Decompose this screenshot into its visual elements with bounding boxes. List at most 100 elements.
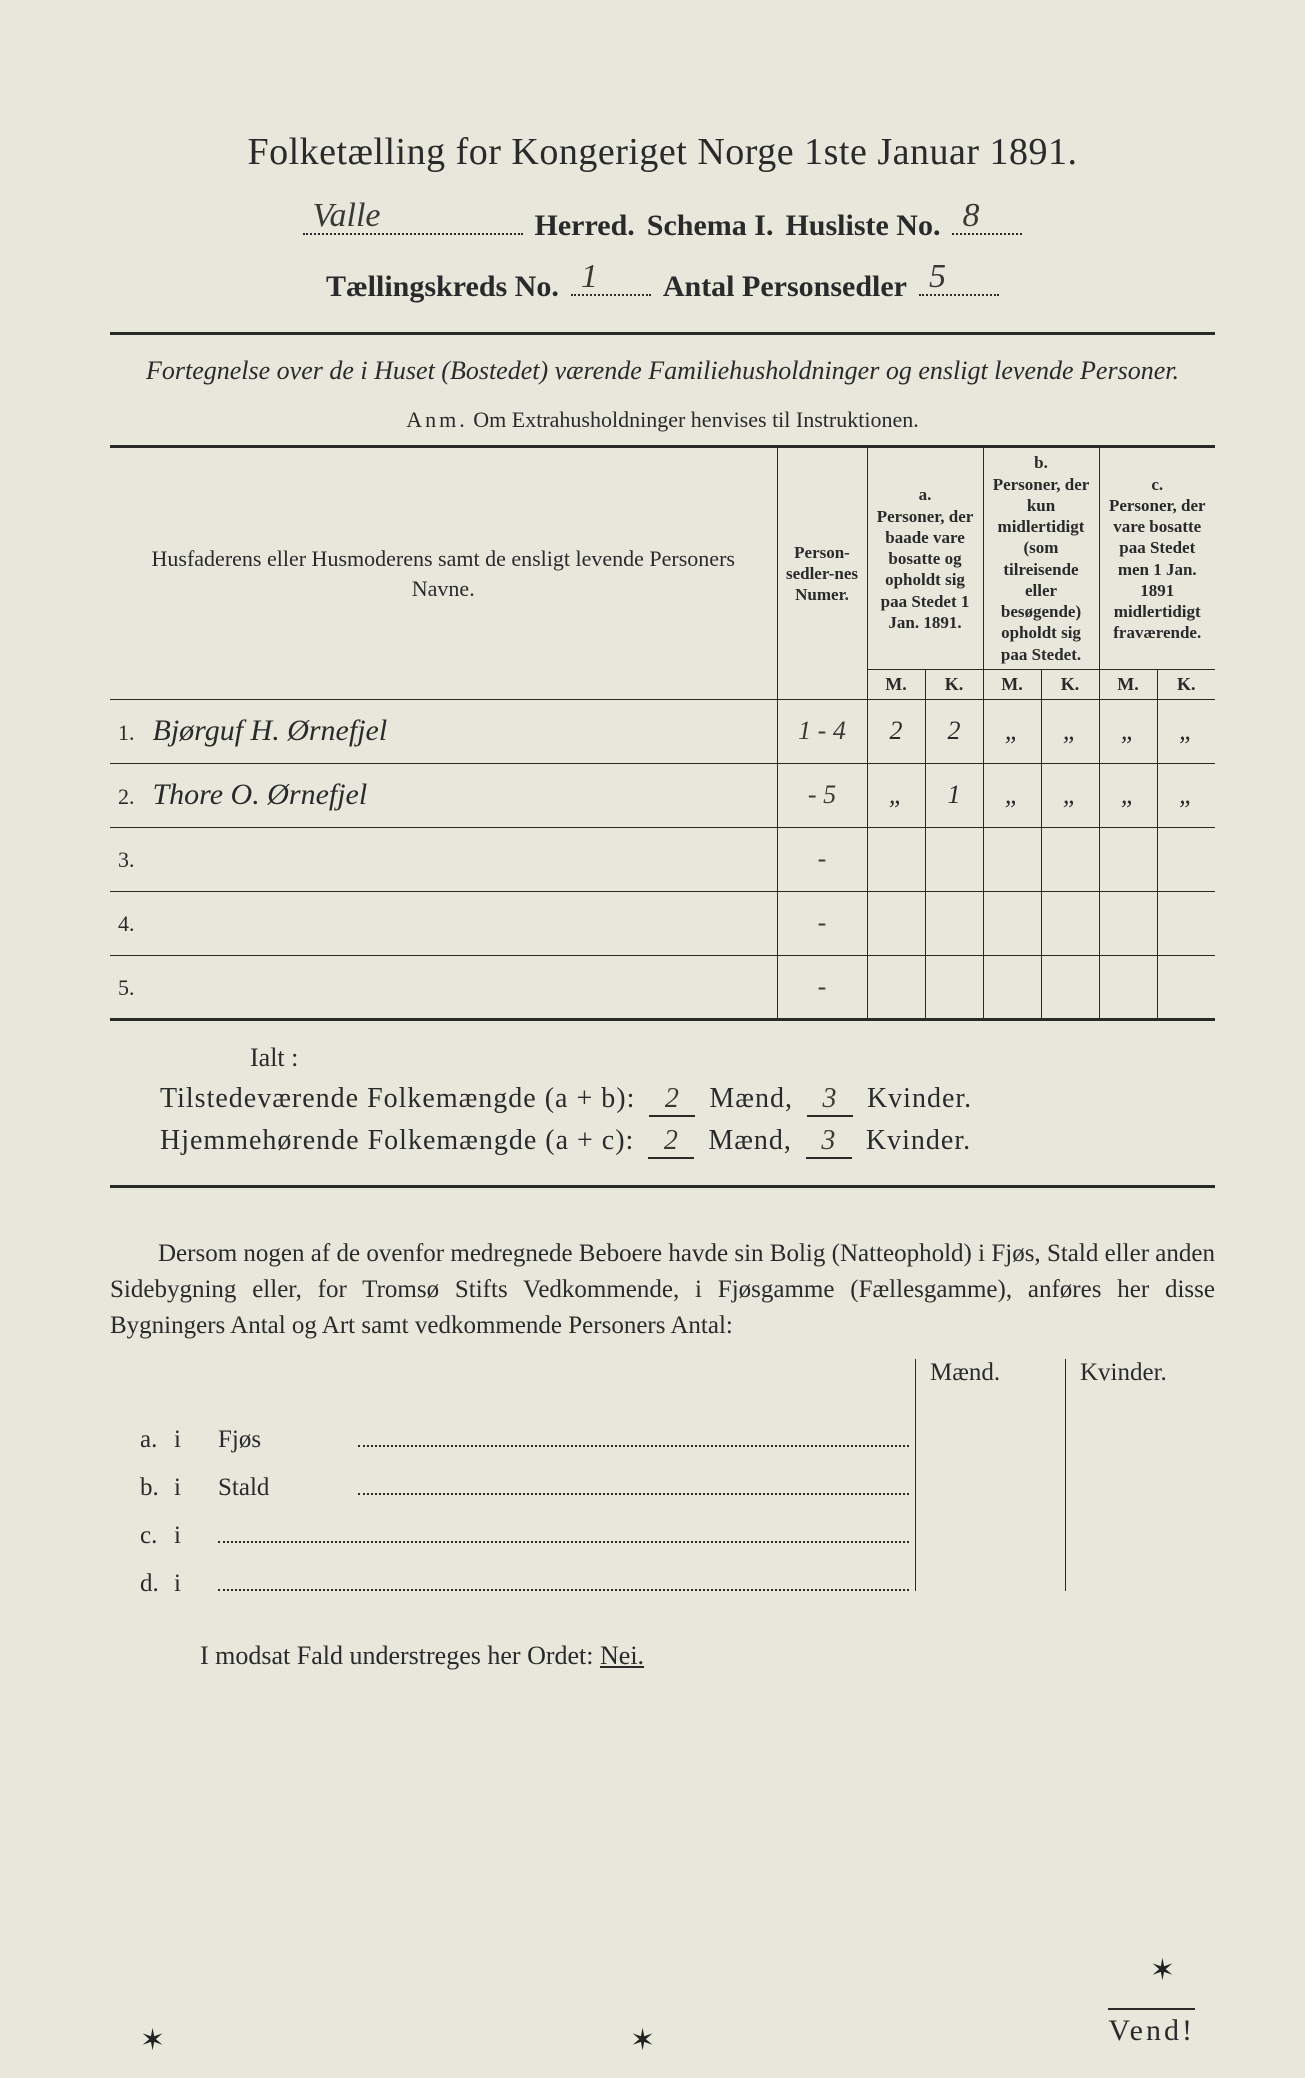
divider xyxy=(110,332,1215,335)
abcd-b-i: i xyxy=(174,1474,218,1502)
hjemme-k: 3 xyxy=(806,1125,852,1159)
cell-sedler: - xyxy=(777,955,867,1019)
row-num: 1. xyxy=(118,720,146,746)
antal-value: 5 xyxy=(929,258,946,296)
row-num: 5. xyxy=(118,975,146,1001)
kreds-label: Tællingskreds No. xyxy=(326,270,559,304)
col-b-m: M. xyxy=(983,669,1041,699)
cell-cm: „ xyxy=(1099,763,1157,827)
divider-2 xyxy=(110,1185,1215,1188)
modsat-pre: I modsat Fald understreges her Ordet: xyxy=(200,1641,594,1670)
col-b-k: K. xyxy=(1041,669,1099,699)
abcd-c-m xyxy=(915,1495,1065,1543)
cell-am: „ xyxy=(867,763,925,827)
cell-ck: „ xyxy=(1157,699,1215,763)
cell-sedler: 1 - 4 xyxy=(777,699,867,763)
abcd-a-nm: Fjøs xyxy=(218,1426,358,1454)
punch-mark-icon: ✶ xyxy=(630,2023,655,2058)
col-a-m: M. xyxy=(867,669,925,699)
husliste-field: 8 xyxy=(952,202,1022,235)
abcd-row-c: c. i xyxy=(110,1495,1215,1543)
cell-bm xyxy=(983,891,1041,955)
cell-sedler: - 5 xyxy=(777,763,867,827)
col-a: a. Personer, der baade vare bosatte og o… xyxy=(867,447,983,670)
maend-label: Mænd, xyxy=(708,1125,792,1156)
cell-cm xyxy=(1099,891,1157,955)
maend-label: Mænd, xyxy=(709,1083,793,1114)
table-row: 5. - xyxy=(110,955,1215,1019)
vend-label: Vend! xyxy=(1108,2008,1195,2048)
cell-ak xyxy=(925,827,983,891)
cell-ak: 1 xyxy=(925,763,983,827)
tilstede-label: Tilstedeværende Folkemængde (a + b): xyxy=(160,1083,635,1114)
abcd-row-a: a. i Fjøs xyxy=(110,1399,1215,1447)
cell-bk: „ xyxy=(1041,763,1099,827)
col-c: c. Personer, der vare bosatte paa Stedet… xyxy=(1099,447,1215,670)
cell-bk: „ xyxy=(1041,699,1099,763)
abcd-d-m xyxy=(915,1543,1065,1591)
modsat-nei: Nei. xyxy=(600,1641,644,1670)
col-b-text: Personer, der kun midlertidigt (som tilr… xyxy=(988,474,1095,665)
ialt-label: Ialt : xyxy=(250,1043,1215,1073)
cell-am xyxy=(867,891,925,955)
dots xyxy=(358,1472,909,1495)
row-name: Thore O. Ørnefjel xyxy=(153,778,368,811)
dots xyxy=(218,1520,909,1543)
cell-ak xyxy=(925,955,983,1019)
herred-field: Valle xyxy=(303,202,523,235)
abcd-row-d: d. i xyxy=(110,1543,1215,1591)
tilstede-m: 2 xyxy=(649,1083,695,1117)
cell-bm: „ xyxy=(983,699,1041,763)
cell-bk xyxy=(1041,955,1099,1019)
page-title: Folketælling for Kongeriget Norge 1ste J… xyxy=(110,130,1215,174)
abcd-a-lab: a. xyxy=(110,1426,174,1454)
row-num: 4. xyxy=(118,911,146,937)
sum-hjemme: Hjemmehørende Folkemængde (a + c): 2 Mæn… xyxy=(160,1125,1215,1159)
main-table-wrap: Husfaderens eller Husmoderens samt de en… xyxy=(110,445,1215,1021)
row-num: 3. xyxy=(118,847,146,873)
kvinder-label: Kvinder. xyxy=(866,1125,971,1156)
cell-cm: „ xyxy=(1099,699,1157,763)
antal-label: Antal Personsedler xyxy=(663,270,907,304)
herred-label: Herred. xyxy=(535,209,635,243)
census-form-page: Folketælling for Kongeriget Norge 1ste J… xyxy=(110,130,1215,2078)
col-c-m: M. xyxy=(1099,669,1157,699)
cell-cm xyxy=(1099,827,1157,891)
col-b-label: b. xyxy=(988,452,1095,473)
abcd-c-lab: c. xyxy=(110,1522,174,1550)
abcd-a-i: i xyxy=(174,1426,218,1454)
subtitle: Fortegnelse over de i Huset (Bostedet) v… xyxy=(120,353,1205,389)
cell-ck xyxy=(1157,955,1215,1019)
col-a-k: K. xyxy=(925,669,983,699)
punch-mark-icon: ✶ xyxy=(140,2023,165,2058)
col-sedler: Person-sedler-nes Numer. xyxy=(777,447,867,700)
abcd-b-k xyxy=(1065,1447,1215,1495)
kvinder-label: Kvinder. xyxy=(867,1083,972,1114)
punch-mark-icon: ✶ xyxy=(1150,1953,1175,1988)
cell-am xyxy=(867,827,925,891)
hjemme-m: 2 xyxy=(648,1125,694,1159)
anm-label: Anm. xyxy=(406,407,468,432)
modsat-line: I modsat Fald understreges her Ordet: Ne… xyxy=(110,1641,1215,1671)
col-c-label: c. xyxy=(1104,474,1212,495)
kreds-value: 1 xyxy=(581,258,598,296)
schema-label: Schema I. xyxy=(647,209,774,243)
kreds-field: 1 xyxy=(571,263,651,296)
col-a-text: Personer, der baade vare bosatte og opho… xyxy=(872,506,979,634)
col-c-k: K. xyxy=(1157,669,1215,699)
cell-ck xyxy=(1157,827,1215,891)
cell-bm: „ xyxy=(983,763,1041,827)
main-table: Husfaderens eller Husmoderens samt de en… xyxy=(110,445,1215,1021)
hjemme-label: Hjemmehørende Folkemængde (a + c): xyxy=(160,1125,634,1156)
abcd-row-b: b. i Stald xyxy=(110,1447,1215,1495)
cell-bk xyxy=(1041,827,1099,891)
cell-ck xyxy=(1157,891,1215,955)
table-row: 3. - xyxy=(110,827,1215,891)
abcd-d-k xyxy=(1065,1543,1215,1591)
abcd-b-nm: Stald xyxy=(218,1474,358,1502)
tilstede-k: 3 xyxy=(807,1083,853,1117)
abcd-b-m xyxy=(915,1447,1065,1495)
abcd-d-lab: d. xyxy=(110,1570,174,1598)
abcd-b-lab: b. xyxy=(110,1474,174,1502)
cell-sedler: - xyxy=(777,891,867,955)
